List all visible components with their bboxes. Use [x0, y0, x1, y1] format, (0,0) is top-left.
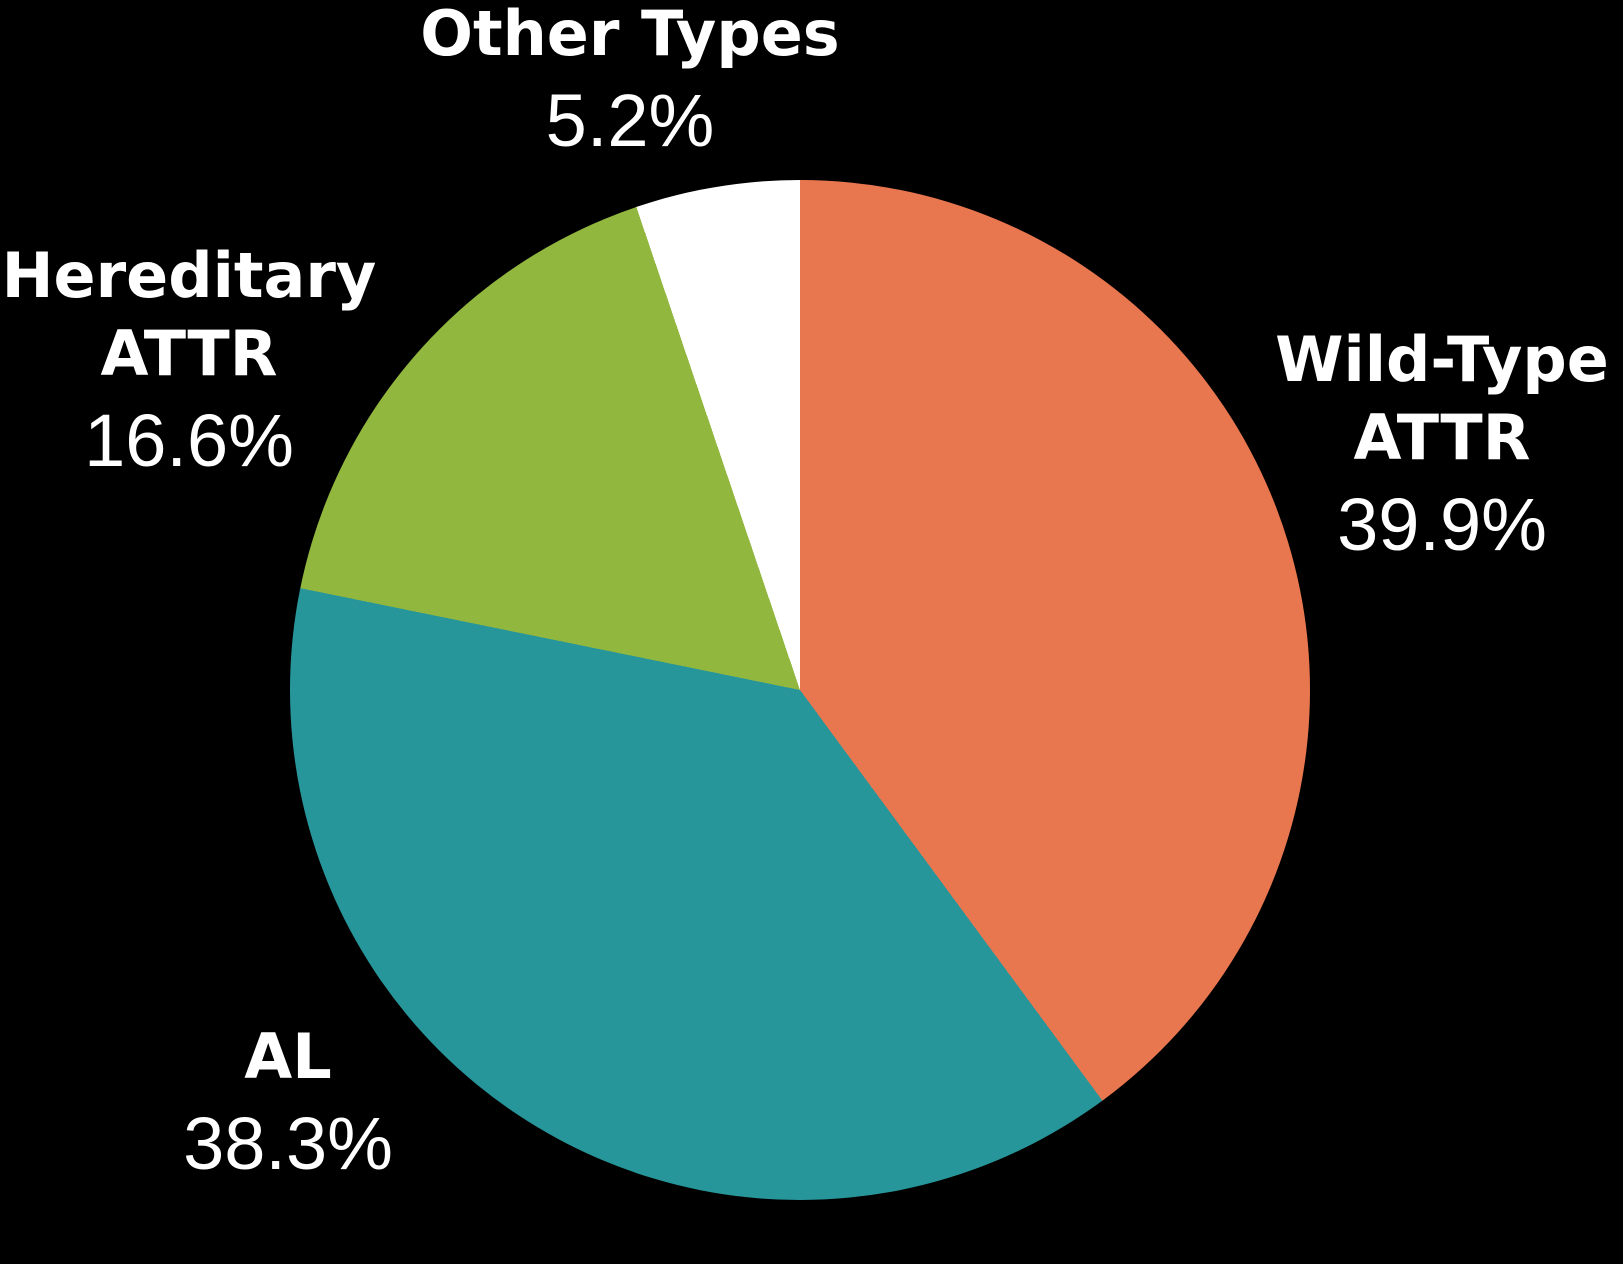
slice-callout-wild-type-attr: Wild-Type ATTR 39.9%	[1275, 329, 1609, 562]
slice-callout-al: AL 38.3%	[183, 1026, 393, 1181]
slice-label: Other Types	[420, 0, 840, 70]
slice-label: AL	[244, 1020, 332, 1093]
slice-label: Wild-Type	[1275, 323, 1609, 396]
slice-percent: 5.2%	[545, 79, 715, 162]
slice-label: Hereditary	[1, 239, 377, 312]
slice-percent: 16.6%	[84, 399, 294, 482]
slice-callout-other-types: Other Types 5.2%	[420, 3, 839, 158]
slice-percent: 39.9%	[1337, 483, 1547, 566]
slice-label: ATTR	[100, 317, 278, 390]
slice-percent: 38.3%	[183, 1102, 393, 1185]
slice-label: ATTR	[1353, 401, 1531, 474]
slice-callout-hereditary-attr: Hereditary ATTR 16.6%	[2, 245, 377, 478]
pie-chart	[290, 180, 1310, 1200]
